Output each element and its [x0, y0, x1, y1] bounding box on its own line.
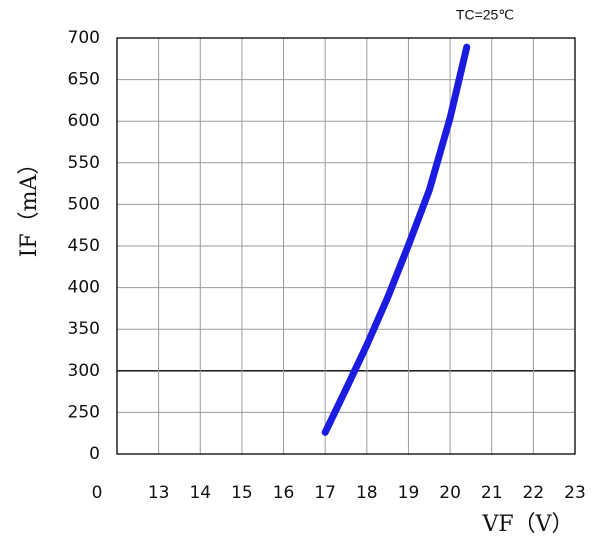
y-tick-label: 700 [68, 28, 100, 48]
x-tick-label: 19 [398, 483, 420, 503]
x-tick-label: 23 [564, 483, 586, 503]
chart-title: TC=25℃ [456, 7, 514, 23]
y-tick-label: 600 [68, 111, 100, 131]
x-tick-label: 0 [92, 483, 103, 503]
x-tick-label: 13 [148, 483, 170, 503]
x-tick-label: 15 [231, 483, 253, 503]
x-tick-label: 20 [439, 483, 461, 503]
y-tick-label: 0 [89, 444, 100, 464]
data-line [321, 43, 471, 436]
y-tick-label: 400 [68, 278, 100, 298]
x-tick-label: 14 [189, 483, 211, 503]
x-tick-label: 18 [356, 483, 378, 503]
y-tick-label: 550 [68, 153, 100, 173]
x-tick-label: 21 [481, 483, 503, 503]
y-tick-label: 650 [68, 70, 100, 90]
y-tick-label: 500 [68, 194, 100, 214]
plot-frame [116, 37, 576, 455]
x-tick-label: 22 [523, 483, 545, 503]
y-tick-label: 450 [68, 236, 100, 256]
x-tick-label: 17 [314, 483, 336, 503]
x-axis-label: VF（V） [481, 512, 573, 537]
y-tick-label: 300 [68, 361, 100, 381]
y-tick-label: 350 [68, 319, 100, 339]
y-tick-label: 250 [68, 402, 100, 422]
y-axis-label: IF（mA） [17, 153, 42, 258]
x-tick-label: 16 [273, 483, 295, 503]
